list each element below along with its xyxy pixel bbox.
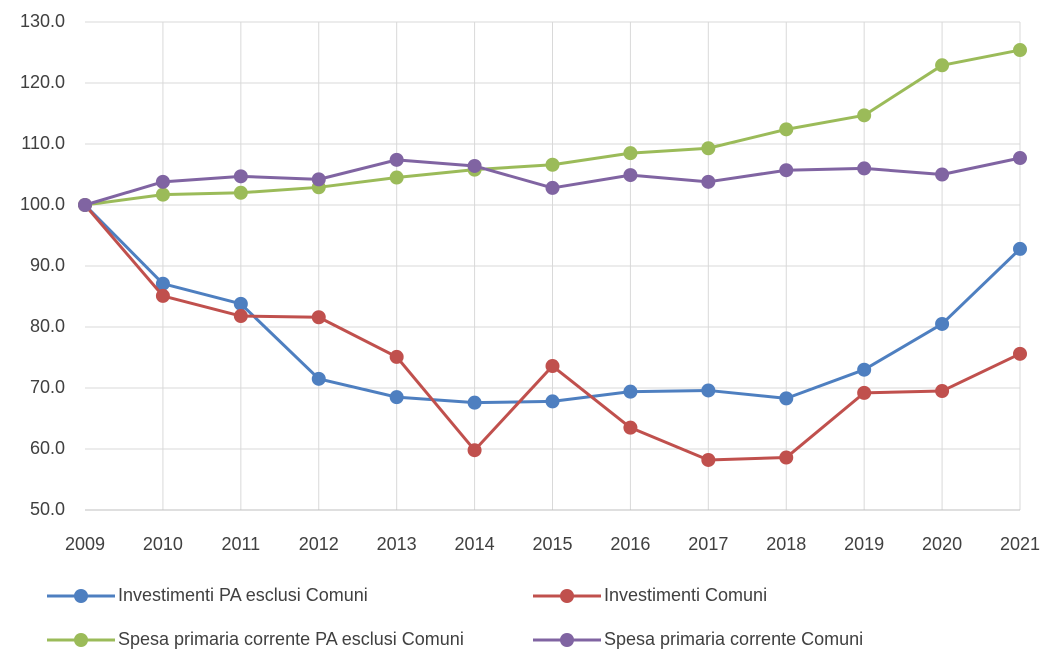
data-point bbox=[311, 172, 326, 187]
data-point bbox=[233, 185, 248, 200]
data-point bbox=[155, 174, 170, 189]
x-tick-label: 2019 bbox=[844, 534, 884, 554]
y-tick-label: 50.0 bbox=[30, 499, 65, 519]
data-point bbox=[1013, 151, 1027, 166]
legend-marker bbox=[560, 633, 574, 647]
y-tick-label: 120.0 bbox=[20, 72, 65, 92]
x-tick-label: 2013 bbox=[377, 534, 417, 554]
x-tick-label: 2017 bbox=[688, 534, 728, 554]
legend-marker bbox=[74, 633, 88, 647]
legend-label: Investimenti Comuni bbox=[604, 585, 767, 605]
data-point bbox=[1013, 43, 1027, 58]
data-point bbox=[545, 157, 560, 172]
data-point bbox=[389, 390, 404, 405]
x-tick-label: 2011 bbox=[221, 534, 260, 554]
y-tick-label: 70.0 bbox=[30, 377, 65, 397]
data-point bbox=[623, 420, 638, 435]
legend-marker bbox=[74, 589, 88, 603]
legend-label: Spesa primaria corrente Comuni bbox=[604, 629, 863, 649]
x-tick-label: 2018 bbox=[766, 534, 806, 554]
data-point bbox=[857, 108, 872, 123]
data-point bbox=[389, 170, 404, 185]
y-tick-label: 110.0 bbox=[21, 133, 65, 153]
y-tick-label: 90.0 bbox=[30, 255, 65, 275]
data-point bbox=[467, 158, 482, 173]
data-point bbox=[779, 163, 794, 178]
data-point bbox=[935, 167, 950, 182]
data-point bbox=[467, 395, 482, 410]
data-point bbox=[779, 391, 794, 406]
legend-marker bbox=[560, 589, 574, 603]
data-point bbox=[233, 296, 248, 311]
data-point bbox=[701, 141, 716, 156]
data-point bbox=[233, 169, 248, 184]
data-point bbox=[78, 198, 92, 212]
data-point bbox=[233, 309, 248, 324]
x-tick-label: 2021 bbox=[1000, 534, 1040, 554]
x-tick-label: 2014 bbox=[455, 534, 495, 554]
data-point bbox=[701, 174, 716, 189]
data-point bbox=[155, 187, 170, 202]
data-point bbox=[467, 443, 482, 458]
data-point bbox=[389, 349, 404, 364]
data-point bbox=[779, 122, 794, 137]
data-point bbox=[857, 385, 872, 400]
data-point bbox=[545, 359, 560, 374]
data-point bbox=[311, 310, 326, 325]
legend-label: Investimenti PA esclusi Comuni bbox=[118, 585, 368, 605]
data-point bbox=[545, 394, 560, 409]
data-point bbox=[545, 180, 560, 195]
x-tick-label: 2015 bbox=[532, 534, 572, 554]
y-tick-label: 80.0 bbox=[30, 316, 65, 336]
data-point bbox=[311, 371, 326, 386]
data-point bbox=[701, 383, 716, 398]
data-point bbox=[857, 362, 872, 377]
data-point bbox=[935, 58, 950, 73]
data-point bbox=[389, 152, 404, 167]
x-tick-label: 2009 bbox=[65, 534, 105, 554]
x-tick-label: 2010 bbox=[143, 534, 183, 554]
y-tick-label: 100.0 bbox=[20, 194, 65, 214]
data-point bbox=[1013, 241, 1027, 256]
data-point bbox=[857, 161, 872, 176]
data-point bbox=[701, 452, 716, 467]
y-tick-label: 60.0 bbox=[30, 438, 65, 458]
y-tick-label: 130.0 bbox=[20, 11, 65, 31]
x-tick-label: 2012 bbox=[299, 534, 339, 554]
data-point bbox=[1013, 346, 1027, 361]
data-point bbox=[623, 384, 638, 399]
data-point bbox=[779, 450, 794, 465]
legend: Investimenti PA esclusi Comuni Investimen… bbox=[47, 585, 863, 649]
x-tick-label: 2016 bbox=[610, 534, 650, 554]
data-point bbox=[623, 146, 638, 161]
data-point bbox=[155, 288, 170, 303]
data-point bbox=[623, 168, 638, 183]
x-tick-label: 2020 bbox=[922, 534, 962, 554]
legend-label: Spesa primaria corrente PA esclusi Comun… bbox=[118, 629, 464, 649]
data-point bbox=[155, 276, 170, 291]
data-point bbox=[935, 384, 950, 399]
data-point bbox=[935, 316, 950, 331]
